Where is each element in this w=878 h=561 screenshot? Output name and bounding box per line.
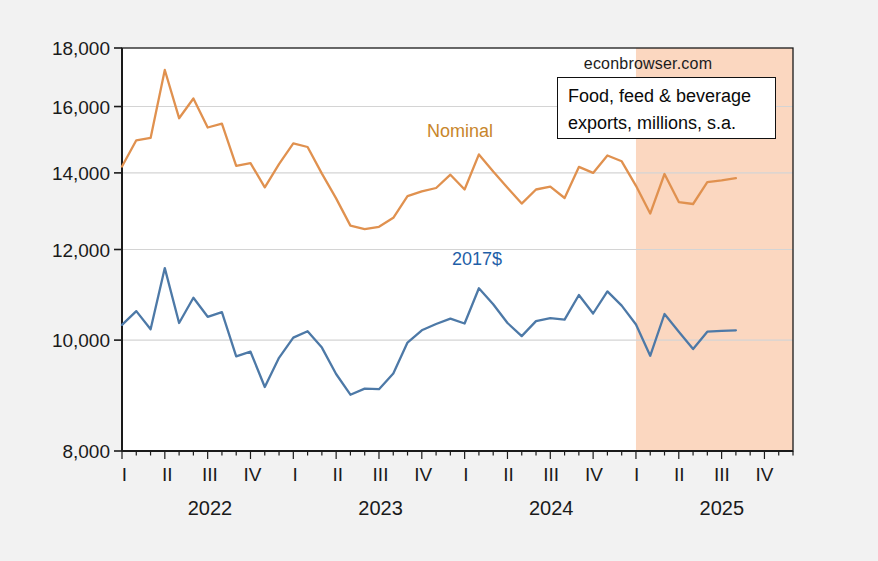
x-quarter-label: I bbox=[463, 464, 468, 485]
x-year-label: 2022 bbox=[188, 497, 233, 519]
x-quarter-label: II bbox=[674, 464, 685, 485]
x-quarter-label: II bbox=[503, 464, 514, 485]
y-axis-label: 18,000 bbox=[52, 38, 110, 59]
x-quarter-label: III bbox=[202, 464, 218, 485]
x-quarter-label: I bbox=[634, 464, 639, 485]
x-quarter-label: II bbox=[162, 464, 173, 485]
annotation-line1: Food, feed & beverage bbox=[568, 83, 775, 110]
y-axis-label: 12,000 bbox=[52, 240, 110, 261]
x-quarter-label: I bbox=[122, 464, 127, 485]
x-quarter-label: IV bbox=[244, 464, 262, 485]
x-year-label: 2025 bbox=[700, 497, 745, 519]
y-axis-label: 10,000 bbox=[52, 330, 110, 351]
x-quarter-label: IV bbox=[756, 464, 774, 485]
x-quarter-label: III bbox=[543, 464, 559, 485]
annotation-box: Food, feed & beverage exports, millions,… bbox=[557, 77, 776, 139]
x-quarter-label: I bbox=[293, 464, 298, 485]
y-axis-label: 8,000 bbox=[62, 441, 110, 462]
x-quarter-label: II bbox=[333, 464, 344, 485]
y-axis-label: 14,000 bbox=[52, 163, 110, 184]
y-axis-label: 16,000 bbox=[52, 97, 110, 118]
x-quarter-label: IV bbox=[585, 464, 603, 485]
x-quarter-label: III bbox=[373, 464, 389, 485]
annotation-line2: exports, millions, s.a. bbox=[568, 110, 775, 137]
x-quarter-label: III bbox=[714, 464, 730, 485]
watermark: econbrowser.com bbox=[558, 55, 738, 73]
series-label-nominal: Nominal bbox=[427, 121, 493, 142]
x-quarter-label: IV bbox=[414, 464, 432, 485]
x-year-label: 2024 bbox=[529, 497, 574, 519]
x-year-label: 2023 bbox=[358, 497, 403, 519]
chart: 8,00010,00012,00014,00016,00018,000IIIII… bbox=[0, 0, 878, 561]
series-label-2017usd: 2017$ bbox=[452, 249, 502, 270]
